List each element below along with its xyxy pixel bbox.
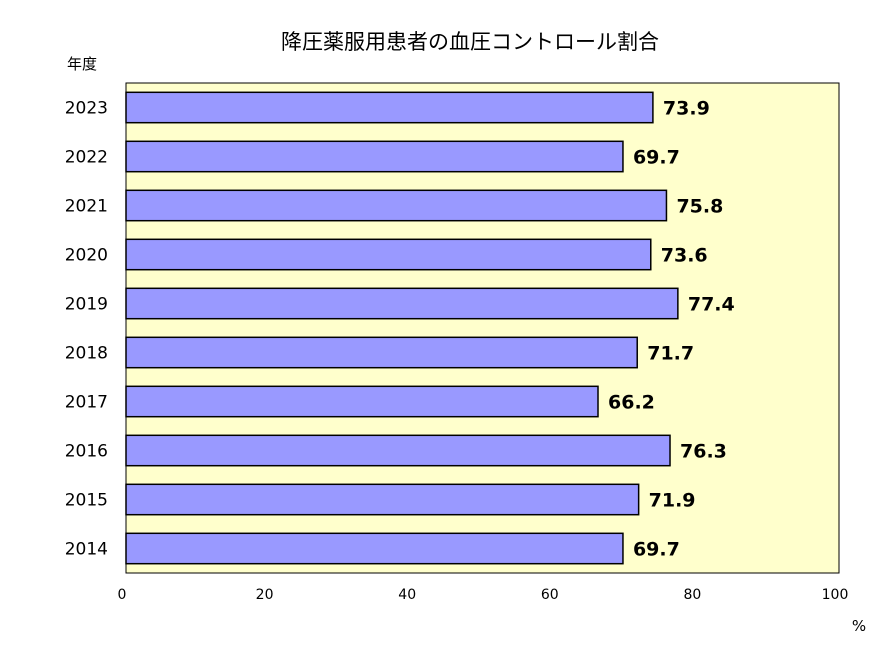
y-tick-label-2019: 2019 xyxy=(65,295,108,315)
data-label-2014: 69.7 xyxy=(633,539,680,561)
y-tick-label-2014: 2014 xyxy=(65,540,108,560)
y-tick-labels: 2023 2022 2021 2020 2019 2018 2017 2016 2015 2014 xyxy=(65,99,108,560)
x-tick-labels: 0 20 40 60 80 100 xyxy=(118,587,849,603)
x-tick-label-60: 60 xyxy=(541,587,559,603)
bar-2016 xyxy=(125,434,671,467)
y-tick-label-2021: 2021 xyxy=(65,197,108,217)
bar-2020 xyxy=(125,238,652,271)
x-tick-label-0: 0 xyxy=(118,587,127,603)
bar-2014 xyxy=(125,532,624,565)
y-tick-label-2023: 2023 xyxy=(65,99,108,119)
bars-group xyxy=(125,91,679,565)
x-tick-label-80: 80 xyxy=(683,587,701,603)
data-labels: 73.9 69.7 75.8 73.6 77.4 71.7 66.2 76.3 71.9 69.7 xyxy=(608,98,735,561)
bar-2021 xyxy=(125,189,668,222)
y-tick-label-2016: 2016 xyxy=(65,442,108,462)
data-label-2022: 69.7 xyxy=(633,147,680,169)
bar-2023 xyxy=(125,91,654,124)
data-label-2015: 71.9 xyxy=(649,490,696,512)
chart-title: 降圧薬服用患者の血圧コントロール割合 xyxy=(281,30,659,54)
y-tick-label-2015: 2015 xyxy=(65,491,108,511)
y-tick-label-2020: 2020 xyxy=(65,246,108,266)
data-label-2018: 71.7 xyxy=(647,343,694,365)
data-label-2019: 77.4 xyxy=(688,294,735,316)
bar-2015 xyxy=(125,483,640,516)
x-axis-unit-label: % xyxy=(852,617,866,635)
bar-2019 xyxy=(125,287,679,320)
y-tick-label-2022: 2022 xyxy=(65,148,108,168)
bar-2022 xyxy=(125,140,624,173)
x-tick-label-40: 40 xyxy=(398,587,416,603)
x-tick-label-20: 20 xyxy=(256,587,274,603)
data-label-2020: 73.6 xyxy=(661,245,708,267)
y-tick-label-2018: 2018 xyxy=(65,344,108,364)
y-tick-label-2017: 2017 xyxy=(65,393,108,413)
bar-2017 xyxy=(125,385,599,418)
data-label-2016: 76.3 xyxy=(680,441,727,463)
y-axis-label: 年度 xyxy=(67,55,97,73)
bar-2018 xyxy=(125,336,638,369)
data-label-2023: 73.9 xyxy=(663,98,710,120)
data-label-2021: 75.8 xyxy=(676,196,723,218)
data-label-2017: 66.2 xyxy=(608,392,655,414)
x-tick-label-100: 100 xyxy=(822,587,849,603)
